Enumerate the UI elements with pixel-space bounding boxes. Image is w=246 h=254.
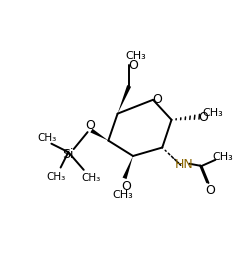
Text: CH₃: CH₃ xyxy=(37,133,56,143)
Text: HN: HN xyxy=(174,158,193,171)
Text: CH₃: CH₃ xyxy=(213,152,233,162)
Polygon shape xyxy=(118,85,131,114)
Polygon shape xyxy=(90,129,108,141)
Text: CH₃: CH₃ xyxy=(202,108,223,118)
Text: CH₃: CH₃ xyxy=(125,51,146,61)
Text: O: O xyxy=(128,59,138,72)
Text: O: O xyxy=(152,92,162,105)
Text: O: O xyxy=(205,184,215,197)
Text: O: O xyxy=(121,180,131,193)
Text: Si: Si xyxy=(62,148,74,161)
Text: CH₃: CH₃ xyxy=(46,172,66,182)
Text: CH₃: CH₃ xyxy=(113,190,133,200)
Text: O: O xyxy=(198,111,208,124)
Text: CH₃: CH₃ xyxy=(82,173,101,183)
Polygon shape xyxy=(123,156,133,179)
Text: O: O xyxy=(86,119,96,132)
